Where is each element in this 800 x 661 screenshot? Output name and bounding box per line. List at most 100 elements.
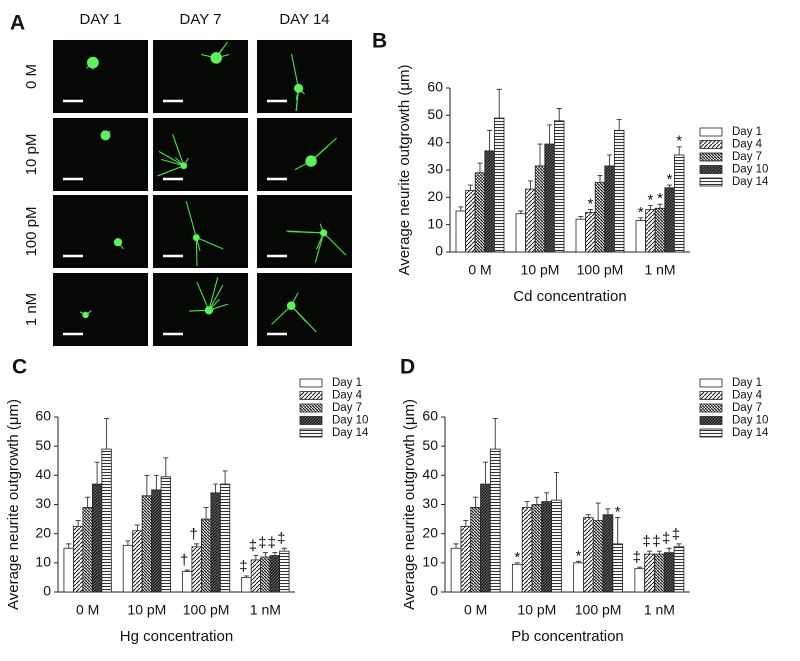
error-bar: [125, 540, 131, 546]
error-bar: [657, 203, 663, 209]
y-tick-label: 50: [427, 106, 443, 122]
cell-body: [82, 311, 89, 319]
error-bar: [262, 552, 268, 557]
row-label: 0 M: [23, 64, 40, 89]
cell-body: [192, 234, 200, 241]
neurite: [160, 158, 184, 167]
error-bar: [477, 162, 483, 173]
error-bar: [194, 543, 200, 547]
error-bar: [144, 474, 150, 496]
bar: [602, 514, 614, 593]
y-tick-label: 60: [35, 408, 51, 424]
bar: [132, 530, 143, 593]
legend-label: Day 4: [732, 139, 763, 151]
legend-label: Day 1: [332, 377, 362, 389]
error-bar: [553, 471, 559, 501]
cell-body: [210, 52, 222, 64]
row-label: 1 nM: [23, 293, 40, 326]
neurite: [158, 151, 185, 167]
legend-label: Day 10: [732, 164, 768, 176]
error-bar: [514, 562, 520, 565]
panel-label: B: [372, 30, 387, 53]
bar: [673, 546, 685, 593]
legend-swatch: [699, 378, 723, 388]
error-bar: [607, 154, 613, 166]
significance-marker: *: [657, 190, 663, 207]
micrograph: [257, 118, 352, 191]
row-label: 100 pM: [23, 206, 40, 256]
legend-swatch: [699, 428, 723, 438]
bar: [489, 448, 501, 593]
x-axis-title: Cd concentration: [513, 288, 626, 305]
error-bar: [656, 550, 662, 555]
legend-swatch: [699, 127, 723, 137]
bar: [480, 483, 491, 593]
significance-marker: *: [676, 133, 682, 150]
error-bar: [676, 543, 682, 547]
significance-marker: ‡: [239, 558, 247, 575]
neurite: [290, 305, 317, 333]
significance-marker: ‡: [652, 533, 660, 550]
bar: [269, 555, 280, 593]
legend-label: Day 7: [732, 402, 762, 414]
error-bar: [213, 483, 219, 493]
legend-swatch: [699, 140, 723, 149]
bar: [465, 190, 476, 253]
bar: [82, 507, 93, 593]
legend-swatch: [299, 391, 323, 400]
bar: [554, 120, 565, 253]
bar: [592, 520, 604, 593]
significance-marker: ‡: [642, 533, 650, 550]
error-bar: [66, 543, 72, 549]
error-bar: [253, 555, 259, 560]
micrograph: [153, 118, 248, 191]
x-tick-label: 100 pM: [575, 602, 622, 618]
y-tick-label: 30: [422, 495, 438, 511]
y-tick-label: 50: [422, 437, 438, 453]
panel-label: A: [10, 12, 25, 35]
error-bar: [647, 550, 653, 555]
neurite: [323, 232, 347, 256]
neurite: [290, 53, 300, 89]
error-bar: [576, 560, 582, 563]
cell-body: [320, 229, 328, 237]
micrograph: [53, 195, 148, 268]
error-bar: [482, 461, 488, 485]
bar: [604, 165, 615, 253]
legend-label: Day 10: [732, 415, 768, 427]
legend-label: Day 4: [732, 390, 763, 402]
y-tick-label: 60: [427, 79, 443, 95]
cell-body: [87, 56, 99, 69]
y-tick-label: 40: [422, 466, 438, 482]
legend-swatch: [299, 378, 323, 388]
error-bar: [496, 88, 502, 119]
error-bar: [637, 566, 643, 569]
error-bar: [638, 217, 644, 221]
micrograph: [257, 273, 352, 346]
y-axis-title: Average neurite outgrowth (μm): [5, 399, 22, 610]
bar: [484, 150, 495, 253]
x-tick-label: 0 M: [468, 262, 491, 278]
bar: [191, 546, 202, 593]
error-bar: [597, 175, 603, 183]
error-bar: [666, 547, 672, 553]
bar: [160, 476, 171, 593]
bar: [63, 547, 74, 593]
x-tick-label: 0 M: [76, 602, 99, 618]
significance-marker: †: [180, 552, 188, 569]
bar: [583, 517, 594, 593]
bar: [521, 507, 533, 593]
error-bar: [75, 520, 81, 527]
bar: [674, 154, 685, 253]
neurite: [271, 305, 292, 325]
bar: [241, 577, 252, 593]
bar: [573, 562, 584, 593]
error-bar: [547, 124, 553, 145]
y-tick-label: 40: [35, 466, 51, 482]
y-tick-label: 0: [43, 583, 51, 599]
error-bar: [163, 457, 169, 477]
bar: [663, 552, 675, 593]
micrograph: [257, 40, 352, 113]
legend-label: Day 1: [732, 126, 762, 138]
significance-marker: ‡: [268, 535, 276, 552]
